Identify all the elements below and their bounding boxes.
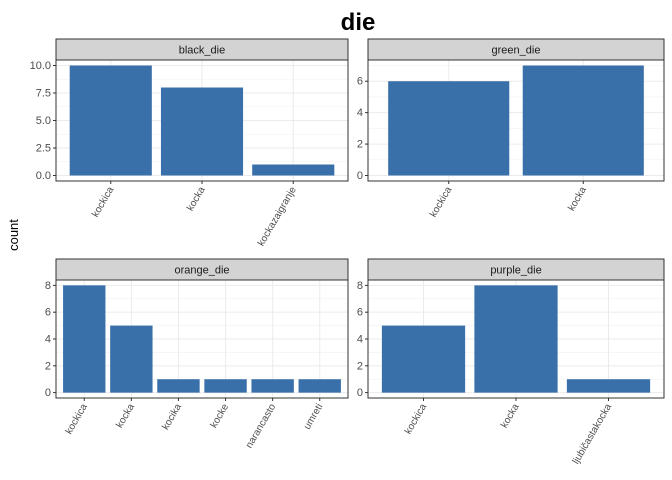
x-tick-label: ljubičastakocka [571,402,615,467]
x-tick-label: kocika [160,402,184,432]
y-tick-label: 8 [45,280,51,292]
facet-strip-label: orange_die [174,265,229,277]
x-tick-label: umreti [302,402,325,432]
bar-ljubičastakocka [566,379,651,393]
x-tick-label: narancasto [244,402,278,451]
panels: black_die 0.0 2.5 5.0 7.5 10.0 kockica kocka koc… [30,38,665,467]
y-tick-label: 7.5 [36,88,51,100]
bar-kockica [63,285,106,393]
y-tick-label: 2 [357,139,363,151]
bar-kocka [160,87,244,176]
bar-kockazaigranje [252,164,335,176]
bar-kocka [522,65,644,176]
bar-kocka [474,285,558,393]
panel-black-die: black_die 0.0 2.5 5.0 7.5 10.0 kockica kocka koc… [30,38,349,249]
y-tick-label: 4 [357,334,363,346]
y-axis-label: count [6,219,21,251]
y-tick-label: 6 [357,76,363,88]
panel-purple-die: purple_die 0 2 4 6 8 kockica kocka ljubičastakoc… [357,258,665,467]
panel-border [367,59,665,182]
bar-kocka [110,325,153,393]
facet-strip-label: green_die [492,45,541,57]
x-tick-label: kockica [64,402,90,437]
x-tick-label: kocka [185,185,208,214]
bar-umreti [298,379,341,393]
y-tick-label: 0 [357,170,363,182]
x-tick-label: kocka [566,185,589,214]
y-tick-label: 2 [45,360,51,372]
bar-kockica [381,325,466,393]
bar-kocika [157,379,200,393]
y-tick-label: 8 [357,280,363,292]
facet-strip-label: purple_die [490,265,541,277]
x-tick-label: kocke [209,402,232,431]
bar-kockica [388,81,510,176]
bar-kocke [204,379,247,393]
y-tick-label: 5.0 [36,115,51,127]
panel-green-die: green_die 0 2 4 6 kockica kocka [357,38,665,220]
y-tick-label: 2 [357,360,363,372]
bar-kockica [69,65,152,176]
y-tick-label: 6 [357,307,363,319]
x-tick-label: kockica [403,402,429,437]
y-tick-label: 4 [357,107,363,119]
x-tick-label: kockica [428,185,454,220]
x-tick-label: kockica [90,185,116,220]
y-tick-label: 6 [45,307,51,319]
panel-orange-die: orange_die 0 2 4 6 8 kockica kocka kocika kocke na… [45,258,349,451]
x-tick-label: kockazaigranje [256,185,299,249]
y-tick-label: 0 [357,387,363,399]
chart-title: die [341,9,376,36]
x-tick-label: kocka [499,402,522,431]
y-tick-label: 0.0 [36,170,51,182]
y-tick-label: 10.0 [30,60,51,72]
y-tick-label: 2.5 [36,143,51,155]
y-tick-label: 4 [45,334,51,346]
facet-strip-label: black_die [179,45,225,57]
x-tick-label: kocka [114,402,137,431]
bar-narancasto [251,379,294,393]
y-tick-label: 0 [45,387,51,399]
